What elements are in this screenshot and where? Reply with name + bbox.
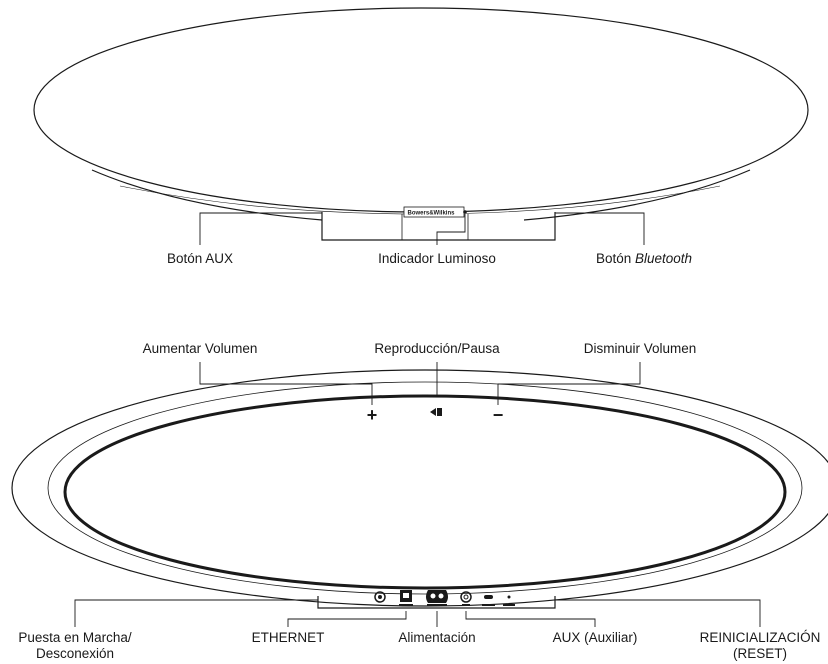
- top-view-speaker: Bowers&Wilkins: [33, 7, 809, 245]
- speaker-top-shoulder-curve: [523, 169, 751, 221]
- label-reset: REINICIALIZACIÓN (RESET): [699, 630, 821, 661]
- leader-line-volume-up: [199, 362, 373, 405]
- label-play-pause: Reproducción/Pausa: [374, 341, 500, 356]
- leader-line-aux-button: [199, 212, 322, 245]
- volume-up-icon: +: [367, 405, 378, 425]
- leader-line-volume-down: [497, 362, 641, 405]
- label-ethernet: ETHERNET: [251, 630, 325, 645]
- label-volume-down: Disminuir Volumen: [583, 341, 697, 356]
- label-bluetooth-button: Botón Bluetooth: [595, 251, 693, 266]
- speaker-bottom-inner-rim: [63, 394, 787, 590]
- label-light-indicator: Indicador Luminoso: [378, 251, 496, 266]
- label-power: Puesta en Marcha/ Desconexión: [18, 630, 132, 661]
- power-inlet-icon: [426, 590, 448, 603]
- label-volume-up: Aumentar Volumen: [142, 341, 258, 356]
- leader-line-light-indicator: [436, 214, 466, 245]
- label-power-supply: Alimentación: [398, 630, 476, 645]
- usb-port-icon: [484, 595, 493, 599]
- speaker-top-base: [321, 212, 556, 241]
- leader-line-reset: [555, 599, 761, 627]
- speaker-bottom-outer-ellipse: [11, 369, 828, 607]
- speaker-top-ellipse: [33, 7, 809, 213]
- leader-line-power: [74, 599, 318, 627]
- speaker-top-shoulder-curve: [91, 169, 323, 221]
- rear-connectors: [374, 590, 515, 606]
- aux-input-jack-icon: [460, 591, 472, 603]
- rear-connector-panel: [317, 596, 556, 609]
- light-indicator-dot: [463, 210, 467, 214]
- reset-pinhole-icon: [507, 595, 511, 599]
- leader-line-ethernet: [287, 611, 407, 627]
- play-pause-icon-bar: [437, 408, 442, 416]
- volume-down-icon: −: [493, 405, 504, 425]
- leader-line-bluetooth-button: [555, 212, 645, 245]
- top-buttons: + −: [367, 405, 504, 425]
- leader-line-aux-input: [465, 611, 596, 627]
- play-pause-icon: [430, 408, 436, 416]
- label-aux-button: Botón AUX: [166, 251, 234, 266]
- bottom-view-speaker: [11, 362, 828, 627]
- power-button-icon: [374, 591, 386, 603]
- brand-logo: Bowers&Wilkins: [408, 211, 456, 217]
- label-aux-input: AUX (Auxiliar): [552, 630, 638, 645]
